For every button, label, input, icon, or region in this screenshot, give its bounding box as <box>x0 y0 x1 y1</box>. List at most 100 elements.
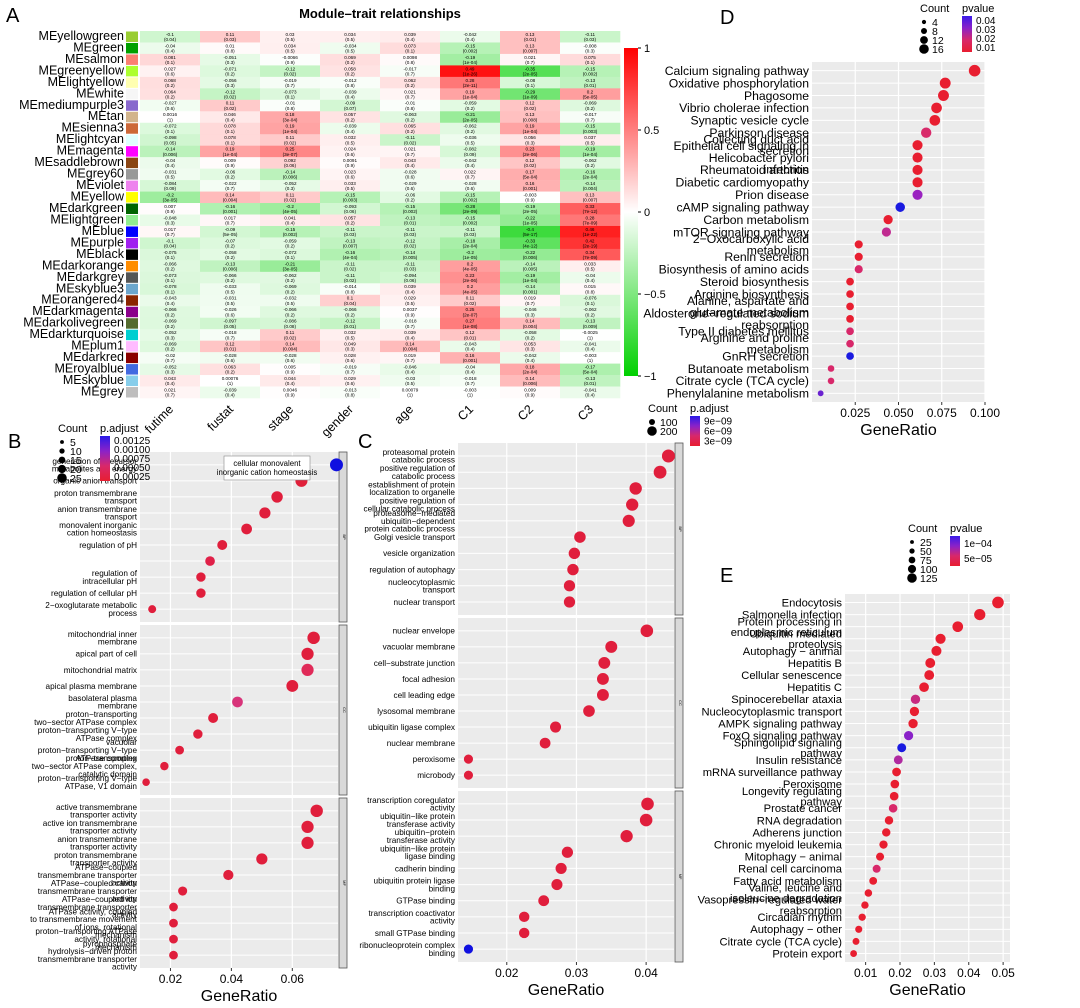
heatmap-cell <box>380 271 441 284</box>
heatmap-cell-value: 0.03 <box>286 32 295 37</box>
heatmap-cell-value: 0.043 <box>164 376 176 381</box>
heatmap-cell-pvalue: (2e-04) <box>463 244 478 249</box>
heatmap-cell-value: -0.062 <box>583 307 596 312</box>
heatmap-cell <box>500 88 561 101</box>
heatmap-cell-pvalue: (0.9) <box>285 393 295 398</box>
heatmap-cell-pvalue: (0.005) <box>523 266 538 271</box>
heatmap-cell <box>500 340 561 353</box>
heatmap-cell <box>560 99 621 112</box>
heatmap-cell <box>260 386 321 399</box>
heatmap-cell <box>140 157 201 169</box>
heatmap-cell-pvalue: (1e-04) <box>523 129 538 134</box>
legend-size-dot <box>921 19 927 25</box>
heatmap-cell-value: -0.058 <box>523 330 536 335</box>
heatmap-cell-pvalue: (0.03) <box>404 232 416 237</box>
heatmap-cell-pvalue: (0.03) <box>464 232 476 237</box>
data-point <box>574 531 586 543</box>
heatmap-cell-pvalue: (0.2) <box>585 163 595 168</box>
heatmap-cell <box>560 352 621 364</box>
x-tick-label: 0.05 <box>991 966 1015 980</box>
heatmap-cell-pvalue: (0.9) <box>285 60 295 65</box>
heatmap-cell <box>560 329 621 341</box>
heatmap-cell-pvalue: (0.5) <box>405 381 415 386</box>
data-point <box>855 925 863 933</box>
heatmap-cell-pvalue: (0.4) <box>405 335 415 340</box>
heatmap-cell-pvalue: (1) <box>587 358 593 363</box>
heatmap-cell <box>140 99 201 112</box>
trait-label: futime <box>142 402 176 436</box>
legend-size-title: Count <box>648 403 677 415</box>
heatmap-cell-pvalue: (0.007) <box>343 244 358 249</box>
heatmap-cell <box>560 203 621 215</box>
heatmap-cell-value: -0.052 <box>283 181 296 186</box>
term-label: ubiquitin ligase complex <box>368 723 455 732</box>
term-label: proton transmembrane transporter activity <box>54 851 138 868</box>
heatmap-cell <box>500 352 561 364</box>
data-point <box>629 482 642 495</box>
heatmap-cell-value: -0.17 <box>585 365 596 370</box>
heatmap-cell-value: 0.13 <box>526 112 535 117</box>
heatmap-cell-value: 0.17 <box>526 170 535 175</box>
data-point <box>598 656 611 669</box>
data-point <box>912 140 923 151</box>
heatmap-cell-pvalue: (0.8) <box>345 393 355 398</box>
heatmap-cell-pvalue: (1) <box>587 335 593 340</box>
data-point <box>850 950 858 957</box>
heatmap-cell-pvalue: (0.4) <box>225 393 235 398</box>
heatmap-cell-pvalue: (1) <box>407 393 413 398</box>
data-point <box>196 588 206 598</box>
panel-b: BP generation of precursor metabolites and… <box>30 423 348 1005</box>
heatmap-cell <box>200 237 261 250</box>
legend-size-dot <box>920 36 928 44</box>
module-label: MEtan <box>88 109 124 123</box>
legend-color-label: 0.02 <box>976 34 996 45</box>
heatmap-cell <box>560 306 621 319</box>
heatmap-cell-value: -0.11 <box>405 135 416 140</box>
term-label: Longevity regulating pathway <box>742 786 843 809</box>
heatmap-panel: Module–trait relationships MEyellowgreen -… <box>19 6 666 440</box>
heatmap-cell <box>380 203 441 215</box>
data-point <box>912 189 923 200</box>
data-point <box>217 540 228 551</box>
heatmap-cell-pvalue: (3e-05) <box>283 266 298 271</box>
module-color-swatch <box>126 226 138 237</box>
heatmap-cell-pvalue: (0.7) <box>285 83 295 88</box>
heatmap-cell <box>440 203 501 215</box>
heatmap-cell-value: 0.019 <box>404 353 416 358</box>
heatmap-cell-value: 0.25 <box>286 147 295 152</box>
data-point <box>910 694 921 705</box>
term-label: vesicle organization <box>383 549 455 558</box>
heatmap-cell <box>260 65 321 78</box>
heatmap-cell-value: 0.058 <box>344 66 356 71</box>
heatmap-cell-pvalue: (0.05) <box>164 140 176 145</box>
heatmap-cell-value: -0.0025 <box>582 330 598 335</box>
term-label: nuclear envelope <box>393 627 456 636</box>
heatmap-cell-pvalue: (4e-04) <box>343 255 358 260</box>
data-point <box>846 302 854 311</box>
heatmap-cell-pvalue: (0.5) <box>405 301 415 306</box>
heatmap-cell-value: 0.039 <box>404 32 416 37</box>
heatmap-cell <box>440 157 501 169</box>
heatmap-cell <box>500 191 561 204</box>
data-point <box>640 624 654 638</box>
heatmap-cell-pvalue: (3e-05) <box>163 198 178 203</box>
legend-size-label: 8 <box>932 26 938 38</box>
term-label: nucleocytoplasmic transport <box>388 578 456 595</box>
data-point <box>223 869 234 881</box>
heatmap-cell-pvalue: (0.7) <box>465 381 475 386</box>
heatmap-cell-value: 0.078 <box>224 135 236 140</box>
term-label: ubiquitin protein ligase binding <box>374 877 456 894</box>
data-point <box>890 779 900 789</box>
heatmap-cell-pvalue: (0.4) <box>165 49 175 54</box>
heatmap-cell-value: 0.046 <box>224 112 236 117</box>
heatmap-cell-pvalue: (0.02) <box>404 244 416 249</box>
term-label: generation of precursor metabolites and e… <box>52 457 138 474</box>
legend-size-dot <box>908 556 916 564</box>
data-point <box>846 290 854 298</box>
heatmap-cell <box>320 65 381 78</box>
heatmap-cell-pvalue: (0.6) <box>465 186 475 191</box>
heatmap-cell <box>500 134 561 146</box>
heatmap-cell-value: -0.066 <box>343 307 356 312</box>
heatmap-cell-value: 0.00076 <box>222 376 239 381</box>
heatmap-cell <box>260 122 321 135</box>
